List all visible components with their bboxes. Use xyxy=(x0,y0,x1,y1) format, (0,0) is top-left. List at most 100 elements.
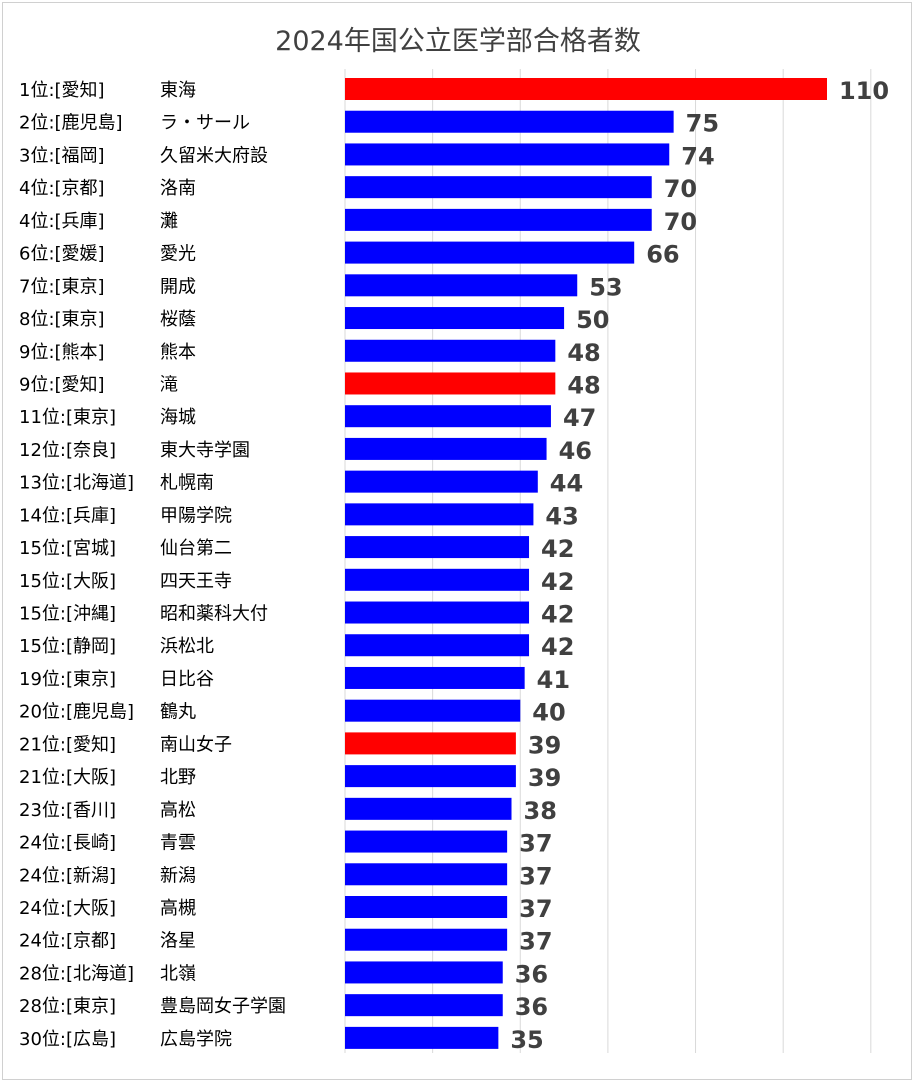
school-label-4: 洛南 xyxy=(160,178,196,199)
school-label-28: 北嶺 xyxy=(160,963,196,984)
school-label-5: 灘 xyxy=(160,211,178,232)
value-label-17: 42 xyxy=(541,601,574,629)
value-label-10: 48 xyxy=(567,371,600,399)
bar-24 xyxy=(345,830,508,853)
school-label-17: 昭和薬科大付 xyxy=(160,604,268,625)
bar-21 xyxy=(345,732,516,755)
value-label-23: 38 xyxy=(524,797,557,825)
school-label-29: 豊島岡女子学園 xyxy=(160,996,286,1017)
school-label-21: 南山女子 xyxy=(160,734,232,755)
grid-lines xyxy=(344,69,872,1053)
value-label-9: 48 xyxy=(567,339,600,367)
value-label-22: 39 xyxy=(528,764,561,792)
school-label-22: 北野 xyxy=(160,767,196,788)
value-label-25: 37 xyxy=(519,862,552,890)
value-label-28: 36 xyxy=(515,960,548,988)
rank-label-7: 7位:[東京] xyxy=(19,276,105,297)
rank-label-4: 4位:[京都] xyxy=(19,178,105,199)
value-label-18: 42 xyxy=(541,633,574,661)
school-label-30: 広島学院 xyxy=(160,1029,232,1050)
rank-label-14: 14位:[兵庫] xyxy=(19,505,116,526)
bar-18 xyxy=(345,634,530,657)
bar-6 xyxy=(345,241,635,264)
chart-title: 2024年国公立医学部合格者数 xyxy=(275,26,641,57)
school-label-10: 滝 xyxy=(160,374,178,395)
bar-1 xyxy=(345,78,827,100)
bar-7 xyxy=(345,274,578,297)
bar-13 xyxy=(345,470,538,493)
rank-label-28: 28位:[北海道] xyxy=(19,963,134,984)
bar-11 xyxy=(345,405,551,428)
school-label-18: 浜松北 xyxy=(160,636,214,657)
rank-label-9: 9位:[熊本] xyxy=(19,342,105,363)
school-label-23: 高松 xyxy=(160,800,196,821)
rank-label-8: 8位:[東京] xyxy=(19,309,105,330)
school-label-24: 青雲 xyxy=(160,833,196,854)
bar-8 xyxy=(345,307,565,330)
value-label-24: 37 xyxy=(519,830,552,858)
school-label-11: 海城 xyxy=(160,407,196,428)
bar-15 xyxy=(345,536,530,559)
bar-9 xyxy=(345,339,556,362)
school-label-13: 札幌南 xyxy=(160,473,214,494)
value-label-15: 42 xyxy=(541,535,574,563)
rank-label-1: 1位:[愛知] xyxy=(19,80,105,101)
school-label-3: 久留米大府設 xyxy=(160,145,268,166)
rank-label-5: 4位:[兵庫] xyxy=(19,211,105,232)
bars-layer xyxy=(345,78,827,1049)
school-label-26: 高槻 xyxy=(160,898,196,919)
value-label-29: 36 xyxy=(515,993,548,1021)
bar-30 xyxy=(345,1026,499,1049)
bar-17 xyxy=(345,601,530,624)
bar-14 xyxy=(345,503,534,526)
school-label-6: 愛光 xyxy=(160,244,196,265)
rank-label-6: 6位:[愛媛] xyxy=(19,244,105,265)
rank-label-2: 2位:[鹿児島] xyxy=(19,113,123,134)
value-label-16: 42 xyxy=(541,568,574,596)
rank-label-12: 12位:[奈良] xyxy=(19,440,116,461)
value-label-2: 75 xyxy=(686,110,719,138)
bar-19 xyxy=(345,666,525,689)
rank-label-29: 28位:[東京] xyxy=(19,996,116,1017)
value-label-13: 44 xyxy=(550,470,583,498)
value-label-4: 70 xyxy=(664,175,697,203)
rank-label-21: 21位:[愛知] xyxy=(19,734,116,755)
rank-label-16: 15位:[大阪] xyxy=(19,571,116,592)
rank-label-27: 24位:[京都] xyxy=(19,931,116,952)
value-label-14: 43 xyxy=(545,502,578,530)
school-label-25: 新潟 xyxy=(160,865,196,886)
rank-label-19: 19位:[東京] xyxy=(19,669,116,690)
value-label-3: 74 xyxy=(681,142,714,170)
rank-label-26: 24位:[大阪] xyxy=(19,898,116,919)
rank-label-18: 15位:[静岡] xyxy=(19,636,116,657)
value-label-21: 39 xyxy=(528,731,561,759)
school-label-27: 洛星 xyxy=(160,931,196,952)
bar-29 xyxy=(345,994,503,1017)
value-label-5: 70 xyxy=(664,208,697,236)
value-label-19: 41 xyxy=(537,666,570,694)
bar-12 xyxy=(345,437,547,460)
value-labels: 110 75 74 70 70 66 53 50 48 48 47 46 44 43 42 42 42 42 41 4… xyxy=(510,77,889,1054)
rank-label-3: 3位:[福岡] xyxy=(19,145,105,166)
value-label-26: 37 xyxy=(519,895,552,923)
bar-10 xyxy=(345,372,556,395)
bar-22 xyxy=(345,765,516,788)
rank-label-30: 30位:[広島] xyxy=(19,1029,116,1050)
bar-2 xyxy=(345,110,674,133)
bar-27 xyxy=(345,928,508,951)
school-label-2: ラ・サール xyxy=(160,113,250,134)
rank-label-25: 24位:[新潟] xyxy=(19,865,116,886)
bar-28 xyxy=(345,961,503,984)
value-label-6: 66 xyxy=(646,241,679,269)
bar-3 xyxy=(345,143,670,166)
value-label-20: 40 xyxy=(532,699,565,727)
value-label-27: 37 xyxy=(519,928,552,956)
bar-4 xyxy=(345,176,652,199)
bar-23 xyxy=(345,797,512,820)
rank-label-23: 23位:[香川] xyxy=(19,800,116,821)
rank-label-15: 15位:[宮城] xyxy=(19,538,116,559)
rank-label-13: 13位:[北海道] xyxy=(19,473,134,494)
value-label-1: 110 xyxy=(839,77,889,105)
school-label-15: 仙台第二 xyxy=(160,538,232,559)
school-label-7: 開成 xyxy=(160,276,196,297)
